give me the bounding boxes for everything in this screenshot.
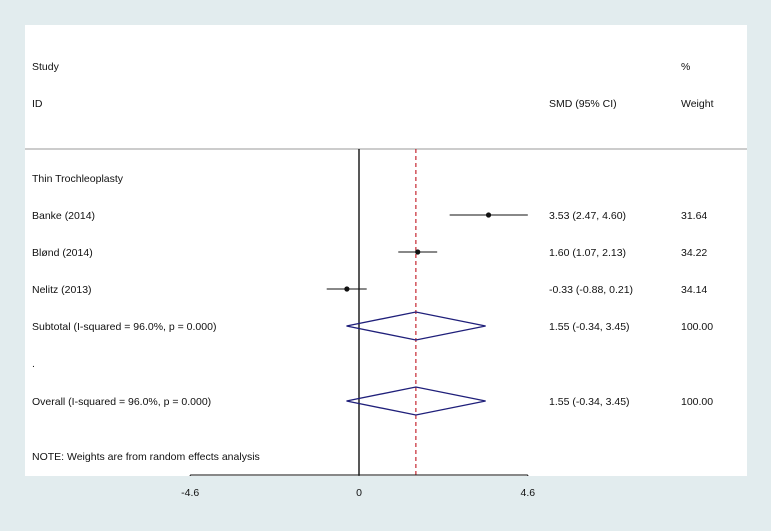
header-effect: SMD (95% CI) [549, 98, 617, 110]
study-name: Nelitz (2013) [32, 284, 92, 296]
group-label: Thin Trochleoplasty [32, 173, 124, 185]
study-weight: 31.64 [681, 210, 707, 222]
overall-ci: 1.55 (-0.34, 3.45) [549, 396, 630, 408]
header-study: Study [32, 61, 60, 73]
subtotal-diamond [346, 311, 486, 341]
study-weight: 34.14 [681, 284, 707, 296]
study-point [344, 286, 350, 292]
study-ci: -0.33 (-0.88, 0.21) [549, 284, 633, 296]
separator-dot: . [32, 358, 35, 370]
x-tick-label: 0 [356, 487, 362, 499]
header-percent: % [681, 61, 690, 73]
overall-label: Overall (I-squared = 96.0%, p = 0.000) [32, 396, 211, 408]
study-name: Blønd (2014) [32, 247, 93, 259]
overall-weight: 100.00 [681, 396, 713, 408]
forest-plot-panel: Study ID SMD (95% CI)% Weight Thin Trochleop… [25, 25, 747, 476]
subtotal-label: Subtotal (I-squared = 96.0%, p = 0.000) [32, 321, 216, 333]
study-point [415, 249, 421, 255]
x-tick-label: -4.6 [181, 487, 199, 499]
subtotal-ci: 1.55 (-0.34, 3.45) [549, 321, 630, 333]
footnote: NOTE: Weights are from random effects an… [32, 451, 260, 463]
study-ci: 3.53 (2.47, 4.60) [549, 210, 626, 222]
forest-plot: Study ID SMD (95% CI)% Weight Thin Trochleop… [25, 61, 747, 476]
study-weight: 34.22 [681, 247, 707, 259]
overall-diamond [346, 386, 486, 416]
header-weight: Weight [681, 98, 714, 110]
study-point [485, 212, 492, 218]
header-id: ID [32, 98, 43, 110]
x-tick-label: 4.6 [521, 487, 536, 499]
subtotal-weight: 100.00 [681, 321, 713, 333]
study-ci: 1.60 (1.07, 2.13) [549, 247, 626, 259]
study-name: Banke (2014) [32, 210, 95, 222]
